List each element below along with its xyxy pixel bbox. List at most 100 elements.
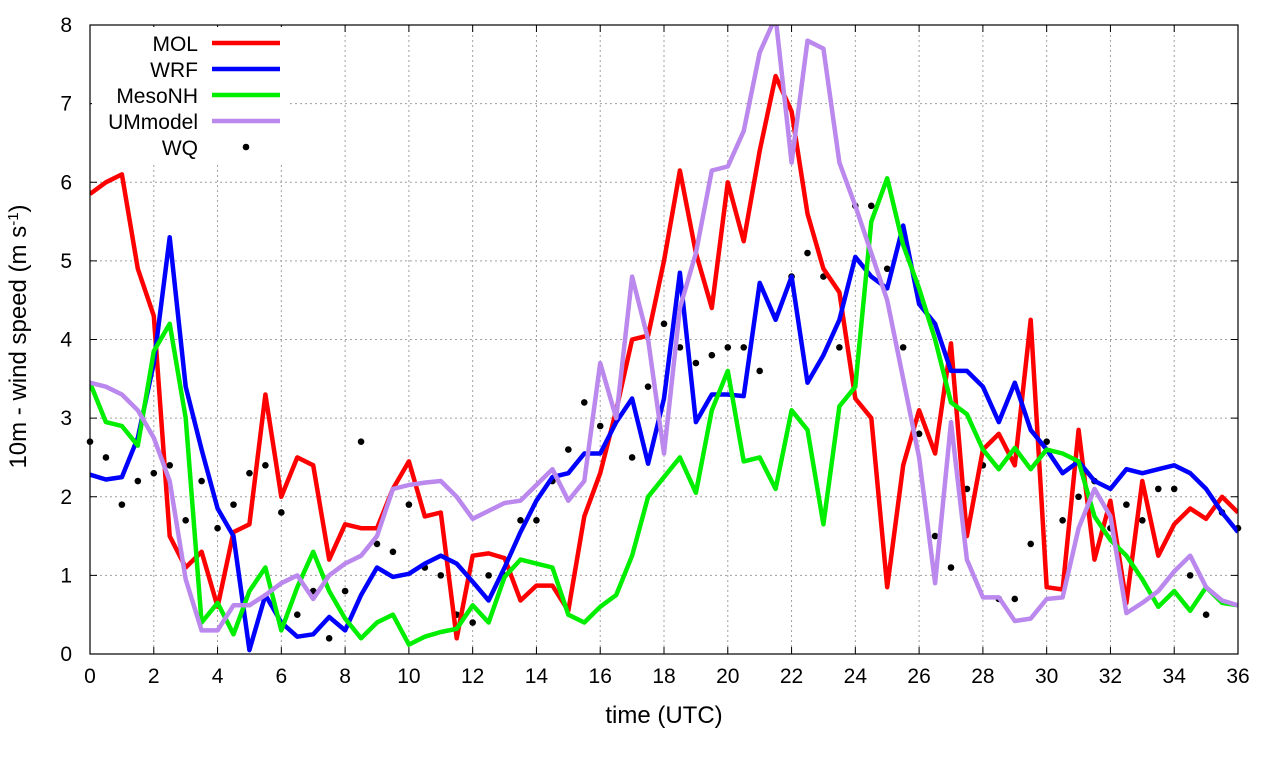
data-point [118,501,126,508]
data-point [262,462,269,469]
x-tick-label: 34 [1163,665,1187,688]
data-point [134,477,142,485]
legend-label-ummodel: UMmodel [108,111,198,134]
data-point [166,462,174,469]
data-point [485,572,492,579]
x-tick-label: 12 [461,665,484,688]
y-tick-label: 5 [60,250,72,273]
x-tick-label: 20 [716,665,739,688]
data-point [405,501,413,508]
data-point [804,249,811,257]
y-tick-label: 2 [60,486,72,509]
y-tick-label: 6 [60,171,72,194]
legend-label-mesonh: MesoNH [116,85,198,108]
data-point [230,501,237,508]
data-point [1123,501,1130,508]
data-point [1186,572,1194,579]
data-point [628,454,636,461]
data-point [692,359,700,367]
y-axis-label-main: 10m - wind speed (m s [5,226,32,469]
x-tick-label: 0 [84,665,96,688]
data-point [357,438,365,446]
data-point [580,399,588,406]
data-point [1139,517,1146,524]
data-point [517,517,524,524]
data-point [740,344,748,351]
data-point [533,517,540,524]
x-tick-label: 2 [148,665,160,688]
y-axis-label: 10m - wind speed (m s-1) [5,204,33,468]
x-tick-label: 18 [652,665,675,688]
data-point [1027,540,1035,548]
data-point [325,634,333,642]
y-tick-label: 7 [60,93,72,116]
data-point [150,469,158,477]
x-tick-label: 16 [589,665,612,688]
x-tick-label: 26 [907,665,930,688]
y-axis-label-suffix: ) [5,204,32,212]
y-tick-label: 1 [60,564,72,587]
data-point [947,564,955,571]
y-axis-label-superscript: -1 [5,212,22,225]
x-tick-label: 22 [780,665,803,688]
data-point [1075,493,1082,501]
series-mol-line [90,73,1238,641]
y-tick-label: 4 [60,329,72,352]
data-point [708,351,716,359]
data-point [293,611,301,618]
data-point [836,344,843,351]
data-point [724,344,732,351]
data-point [437,572,445,579]
data-point [596,422,604,430]
data-point [214,524,221,532]
data-point [899,344,907,351]
data-point [660,320,668,328]
data-point [373,540,381,548]
data-point [1059,517,1066,524]
x-tick-label: 28 [971,665,994,688]
legend-swatch-wq [242,143,250,151]
x-tick-label: 6 [275,665,287,688]
x-tick-label: 30 [1035,665,1058,688]
x-tick-label: 10 [397,665,420,688]
series-mesonh-line [90,176,1238,647]
data-point [341,587,349,595]
x-tick-label: 14 [525,665,549,688]
data-point [756,367,763,375]
legend-label-wrf: WRF [150,59,198,82]
data-point [1170,485,1178,493]
data-point [246,469,253,477]
data-point [102,454,110,461]
data-point [1043,438,1050,446]
data-point [469,619,476,626]
y-tick-label: 0 [60,643,72,666]
data-point [883,265,891,273]
data-point [182,517,189,524]
series-layer [86,25,1242,653]
x-tick-label: 8 [339,665,351,688]
data-point [389,548,397,556]
data-point [676,344,684,351]
legend-label-mol: MOL [152,33,198,56]
data-point [1154,485,1162,493]
data-point [867,202,875,210]
data-point [278,509,285,516]
y-tick-label: 3 [60,407,72,430]
x-tick-label: 36 [1226,665,1249,688]
series-ummodel-line [90,25,1238,633]
data-point [915,430,923,438]
legend: MOL WRF MesoNH UMmodel WQ [92,27,288,163]
data-point [1202,611,1210,618]
data-point [644,383,652,390]
data-point [565,446,572,453]
x-tick-label: 32 [1099,665,1122,688]
legend-label-wq: WQ [162,137,198,160]
x-tick-label: 4 [212,665,224,688]
data-point [1011,595,1019,603]
x-tick-label: 24 [844,665,868,688]
x-axis-label: time (UTC) [605,702,722,729]
data-point [931,532,939,540]
data-point [198,477,205,485]
y-tick-label: 8 [60,14,72,37]
